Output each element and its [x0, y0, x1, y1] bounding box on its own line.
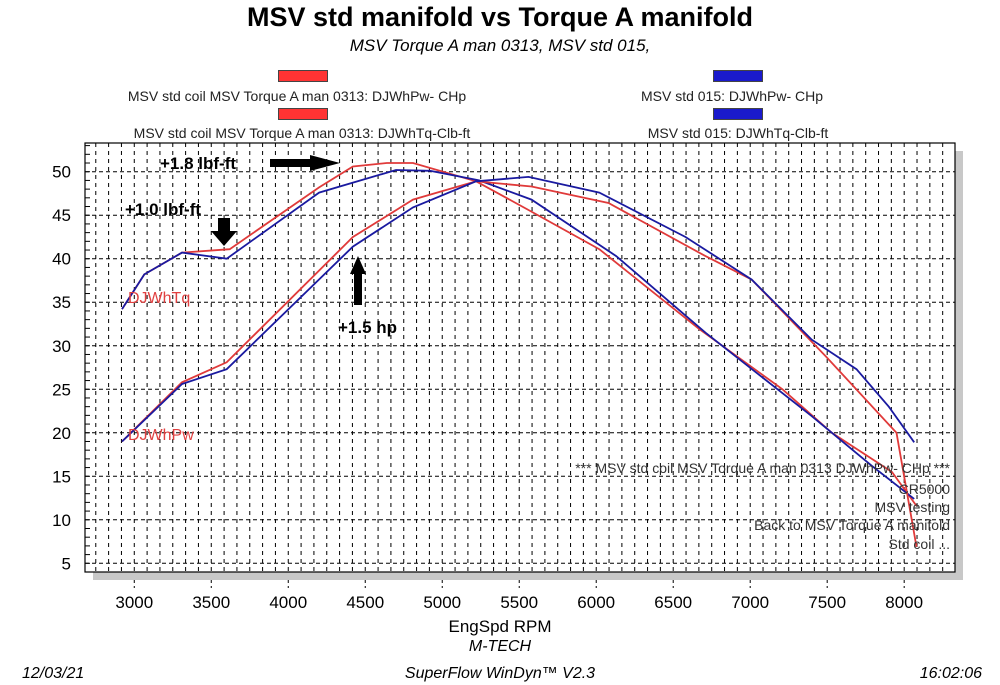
x-tick-label: 5500 — [500, 593, 538, 612]
x-tick-label: 4500 — [346, 593, 384, 612]
annotation-power: +1.5 hp — [338, 318, 397, 337]
footer-time: 16:02:06 — [919, 665, 982, 682]
y-tick-label: 40 — [52, 250, 71, 269]
x-tick-label: 3500 — [192, 593, 230, 612]
y-tick-label: 45 — [52, 206, 71, 225]
x-tick-label: 3000 — [115, 593, 153, 612]
legend-label: MSV std 015: DJWhTq-Clb-ft — [647, 125, 829, 141]
chart-subtitle: MSV Torque A man 0313, MSV std 015, — [349, 36, 651, 55]
test-note: CR5000 — [899, 481, 951, 497]
legend-swatch-blue-power — [713, 70, 763, 82]
x-tick-label: 6000 — [577, 593, 615, 612]
test-note: *** MSV std coil MSV Torque A man 0313 D… — [575, 460, 950, 476]
series-line-1 — [121, 169, 915, 500]
test-note: Back to MSV Torque A manifold — [754, 517, 950, 533]
legend-swatch-blue-torque — [713, 108, 763, 120]
test-note: Std coil ... — [889, 536, 950, 552]
y-tick-label: 35 — [52, 293, 71, 312]
series-label-torque: DJWhTq — [128, 290, 190, 307]
legend-label: MSV std coil MSV Torque A man 0313: DJWh… — [127, 88, 467, 104]
legend-swatch-red-torque — [278, 108, 328, 120]
y-tick-label: 50 — [52, 163, 71, 182]
company-name: M-TECH — [468, 638, 532, 655]
series-line-0 — [121, 162, 918, 507]
test-note: MSV testing — [875, 499, 950, 515]
series-label-power: DJWhPw — [128, 427, 194, 444]
series-line-2 — [121, 180, 918, 547]
x-tick-label: 8000 — [885, 593, 923, 612]
x-tick-label: 4000 — [269, 593, 307, 612]
x-tick-label: 7000 — [731, 593, 769, 612]
series-line-3 — [121, 175, 915, 443]
annotation-torque-peak: +1.8 lbf-ft — [160, 154, 236, 173]
x-tick-label: 6500 — [654, 593, 692, 612]
x-tick-label: 5000 — [423, 593, 461, 612]
y-tick-label: 10 — [52, 511, 71, 530]
chart-title: MSV std manifold vs Torque A manifold — [246, 2, 754, 32]
footer-date: 12/03/21 — [22, 665, 85, 682]
software-name: SuperFlow WinDyn™ V2.3 — [404, 665, 596, 682]
y-tick-label: 25 — [52, 380, 71, 399]
arrow-right-icon — [270, 155, 340, 171]
arrow-down-icon — [211, 218, 237, 246]
x-tick-label: 7500 — [808, 593, 846, 612]
annotation-torque-dip: +1.0 lbf-ft — [125, 200, 201, 219]
y-tick-label: 15 — [52, 467, 71, 486]
plot-frame — [84, 142, 956, 573]
legend-swatch-red-power — [278, 70, 328, 82]
legend-label: MSV std coil MSV Torque A man 0313: DJWh… — [133, 125, 471, 141]
legend-label: MSV std 015: DJWhPw- CHp — [640, 88, 824, 104]
y-tick-label: 5 — [62, 554, 71, 573]
y-tick-label: 30 — [52, 337, 71, 356]
arrow-up-icon — [350, 256, 366, 305]
y-tick-label: 20 — [52, 424, 71, 443]
x-axis-label: EngSpd RPM — [448, 617, 552, 636]
